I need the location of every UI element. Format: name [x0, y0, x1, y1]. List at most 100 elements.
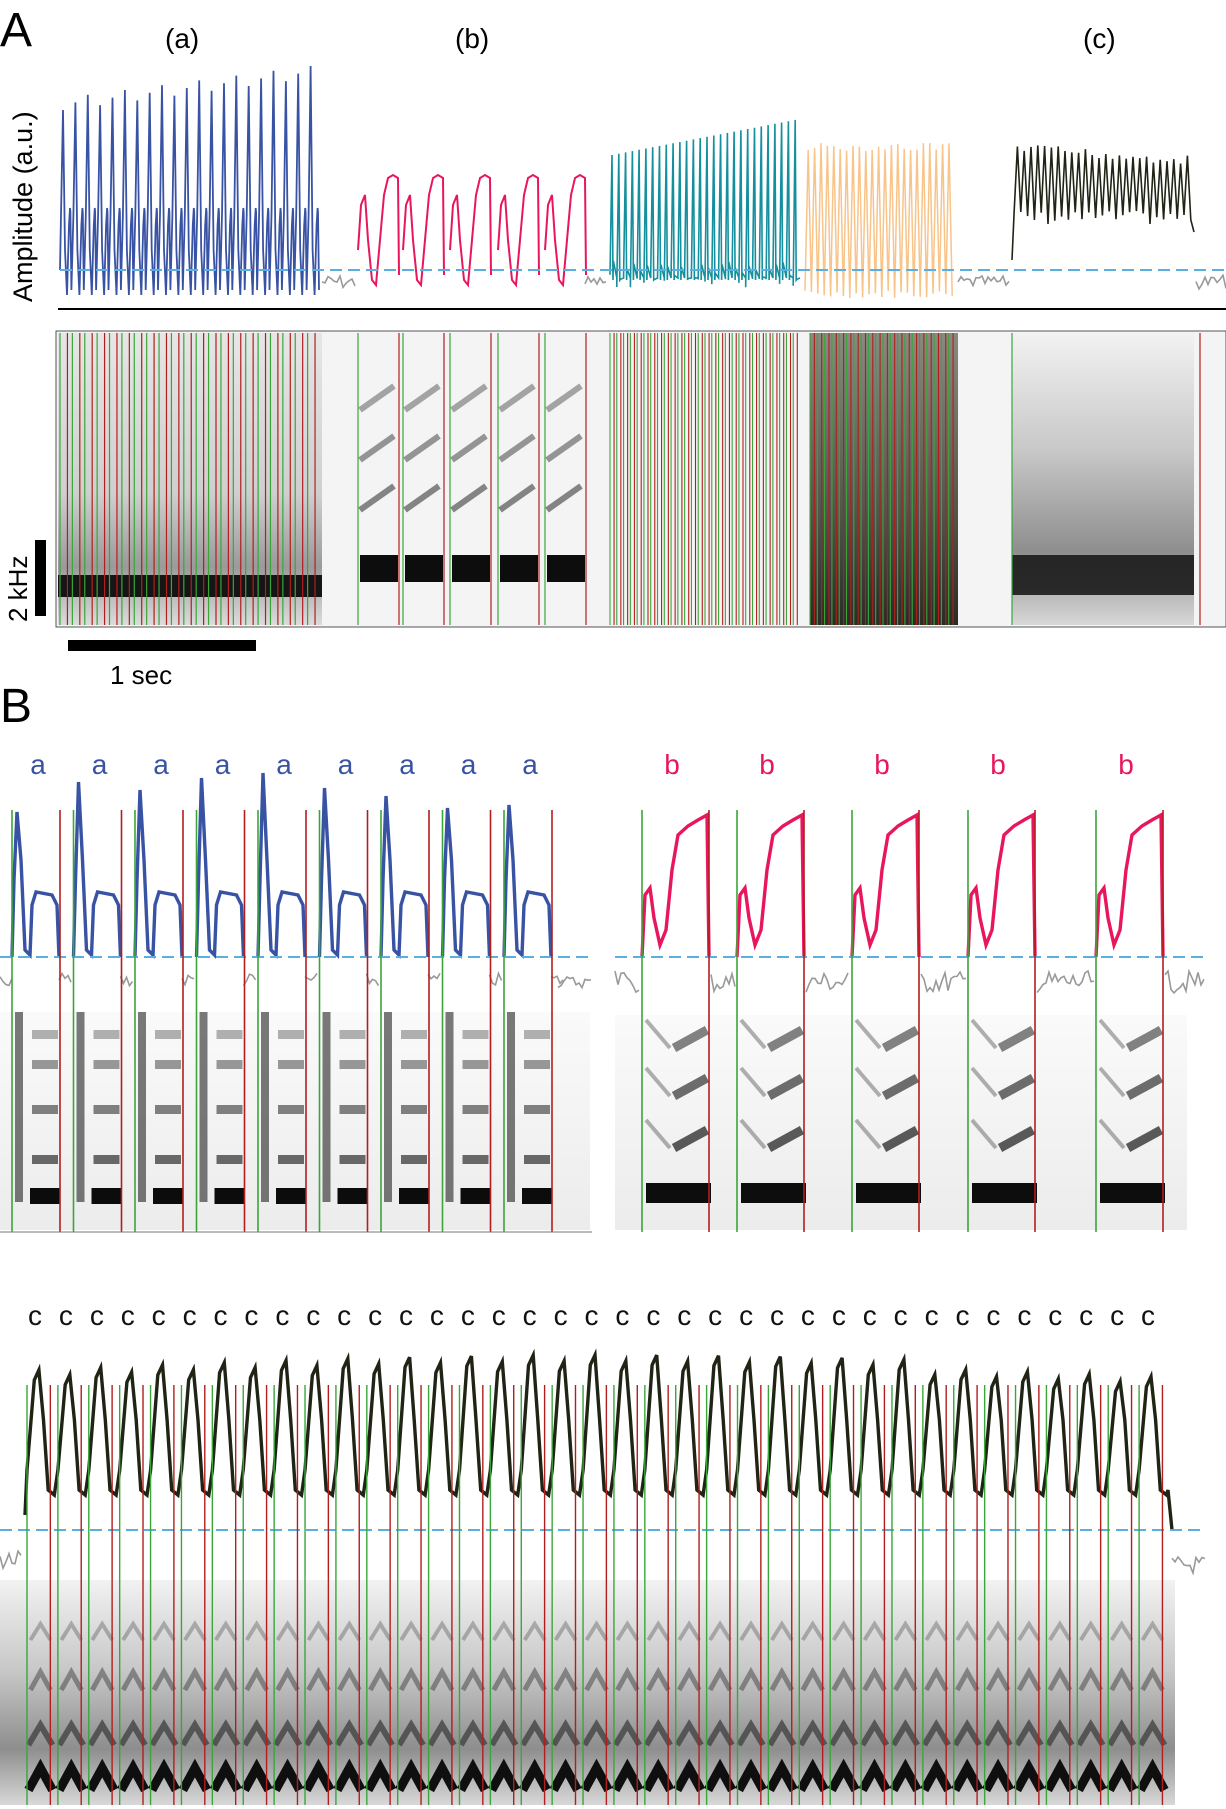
- c-harmonic: [798, 1719, 828, 1747]
- c-harmonic: [368, 1666, 393, 1692]
- c-syllable-label: c: [801, 1300, 815, 1331]
- a-syllable-label: a: [92, 749, 108, 780]
- c-harmonic: [924, 1620, 949, 1642]
- c-syllable-label: c: [677, 1300, 691, 1331]
- c-syllable-label: c: [1048, 1300, 1062, 1331]
- c-harmonic: [273, 1719, 303, 1747]
- c-fundamental-chevron: [1105, 1758, 1138, 1793]
- c-harmonic: [56, 1719, 86, 1747]
- b-harmonic-onset: [644, 1018, 672, 1050]
- c-harmonic: [800, 1666, 825, 1692]
- b-harmonic: [881, 1074, 920, 1100]
- c-harmonic: [182, 1666, 208, 1692]
- b-harmonic: [881, 1126, 920, 1152]
- b-harmonic-onset: [970, 1066, 998, 1098]
- c-harmonic: [1014, 1719, 1044, 1747]
- c-fundamental-chevron: [1074, 1758, 1107, 1793]
- c-harmonic: [890, 1719, 920, 1747]
- a-harmonic: [216, 1155, 243, 1164]
- b-harmonic: [997, 1126, 1036, 1152]
- c-harmonic: [118, 1719, 148, 1747]
- a-syllable-label: a: [338, 749, 354, 780]
- c-syllable-waveforms: [0, 1348, 1206, 1576]
- a-harmonic: [401, 1105, 427, 1114]
- segment-c-fundamental-band: [1012, 555, 1194, 595]
- a-syllable-label: a: [215, 749, 231, 780]
- c-harmonic: [337, 1620, 362, 1642]
- c-fundamental-chevron: [642, 1758, 675, 1793]
- c-harmonic: [306, 1666, 331, 1692]
- b-fundamental-band: [972, 1183, 1037, 1203]
- a-harmonic: [216, 1105, 243, 1114]
- c-harmonic: [738, 1666, 764, 1692]
- a-harmonic: [93, 1105, 120, 1114]
- c-harmonic: [365, 1719, 395, 1747]
- a-onset-energy: [322, 1012, 331, 1202]
- a-harmonic: [524, 1060, 550, 1069]
- c-fundamental-chevron: [982, 1758, 1015, 1793]
- c-harmonic: [769, 1666, 795, 1692]
- a-harmonic: [339, 1030, 366, 1039]
- a-harmonic: [32, 1030, 58, 1039]
- a-fundamental-band: [214, 1188, 245, 1204]
- c-harmonic: [551, 1719, 581, 1747]
- b-syllable-spectrograms: [615, 810, 1187, 1232]
- c-syllable-label: c: [244, 1300, 258, 1331]
- silence-trace: [242, 973, 257, 986]
- b-harmonic-onset: [644, 1066, 672, 1098]
- silence-trace: [584, 275, 607, 286]
- panel-a-spectrogram: [55, 330, 1226, 628]
- c-harmonic: [90, 1666, 115, 1692]
- amplitude-axis-label: Amplitude (a.u.): [8, 111, 38, 302]
- b-fundamental-band: [1100, 1183, 1165, 1203]
- c-harmonic: [643, 1719, 673, 1747]
- panel-label-b: B: [0, 680, 32, 733]
- c-harmonic: [244, 1620, 269, 1642]
- c-fundamental-chevron: [827, 1758, 860, 1793]
- c-fundamental-chevron: [240, 1758, 273, 1793]
- b-harmonic-onset: [1098, 1118, 1126, 1150]
- time-scale-bar: [68, 640, 256, 651]
- a-onset-energy: [384, 1012, 392, 1202]
- c-syllable-label: c: [1017, 1300, 1031, 1331]
- c-harmonic: [429, 1666, 455, 1692]
- c-harmonic: [862, 1666, 887, 1692]
- segment-a-waveform: [59, 65, 320, 296]
- b-harmonic: [766, 1074, 805, 1100]
- c-harmonic: [1140, 1666, 1165, 1692]
- a-fundamental-band: [522, 1188, 552, 1204]
- b-harmonic-onset: [854, 1066, 882, 1098]
- c-fundamental-chevron: [24, 1758, 57, 1793]
- c-fundamental-chevron: [1043, 1758, 1076, 1793]
- b-harmonic-onset: [970, 1018, 998, 1050]
- c-fundamental-chevron: [333, 1758, 366, 1793]
- silence-trace: [550, 975, 564, 985]
- c-syllable-label: c: [956, 1300, 970, 1331]
- a-harmonic: [155, 1030, 181, 1039]
- segment-label-a: (a): [165, 23, 199, 54]
- c-fundamental-chevron: [1013, 1758, 1045, 1793]
- a-onset-energy: [507, 1012, 515, 1202]
- b-harmonic: [671, 1026, 710, 1052]
- c-harmonic: [520, 1719, 550, 1747]
- a-harmonic: [216, 1060, 243, 1069]
- segment-b-harmonic: [450, 483, 488, 513]
- c-harmonic: [303, 1719, 334, 1747]
- b-fundamental-band: [646, 1183, 711, 1203]
- segment-b-syllable-waveform: [357, 173, 400, 288]
- b-harmonic: [997, 1074, 1036, 1100]
- segment-b-harmonic: [498, 483, 536, 513]
- a-harmonic: [339, 1155, 366, 1164]
- c-syllable-label: c: [585, 1300, 599, 1331]
- a-syllable-label: a: [461, 749, 477, 780]
- c-fundamental-chevron: [673, 1758, 706, 1793]
- c-syllable-label: c: [925, 1300, 939, 1331]
- c-harmonic: [120, 1666, 146, 1692]
- c-fundamental-chevron: [549, 1758, 582, 1793]
- a-harmonic: [278, 1155, 304, 1164]
- silence-trace: [0, 1549, 22, 1571]
- b-fundamental-band: [856, 1183, 921, 1203]
- c-harmonic: [398, 1666, 424, 1692]
